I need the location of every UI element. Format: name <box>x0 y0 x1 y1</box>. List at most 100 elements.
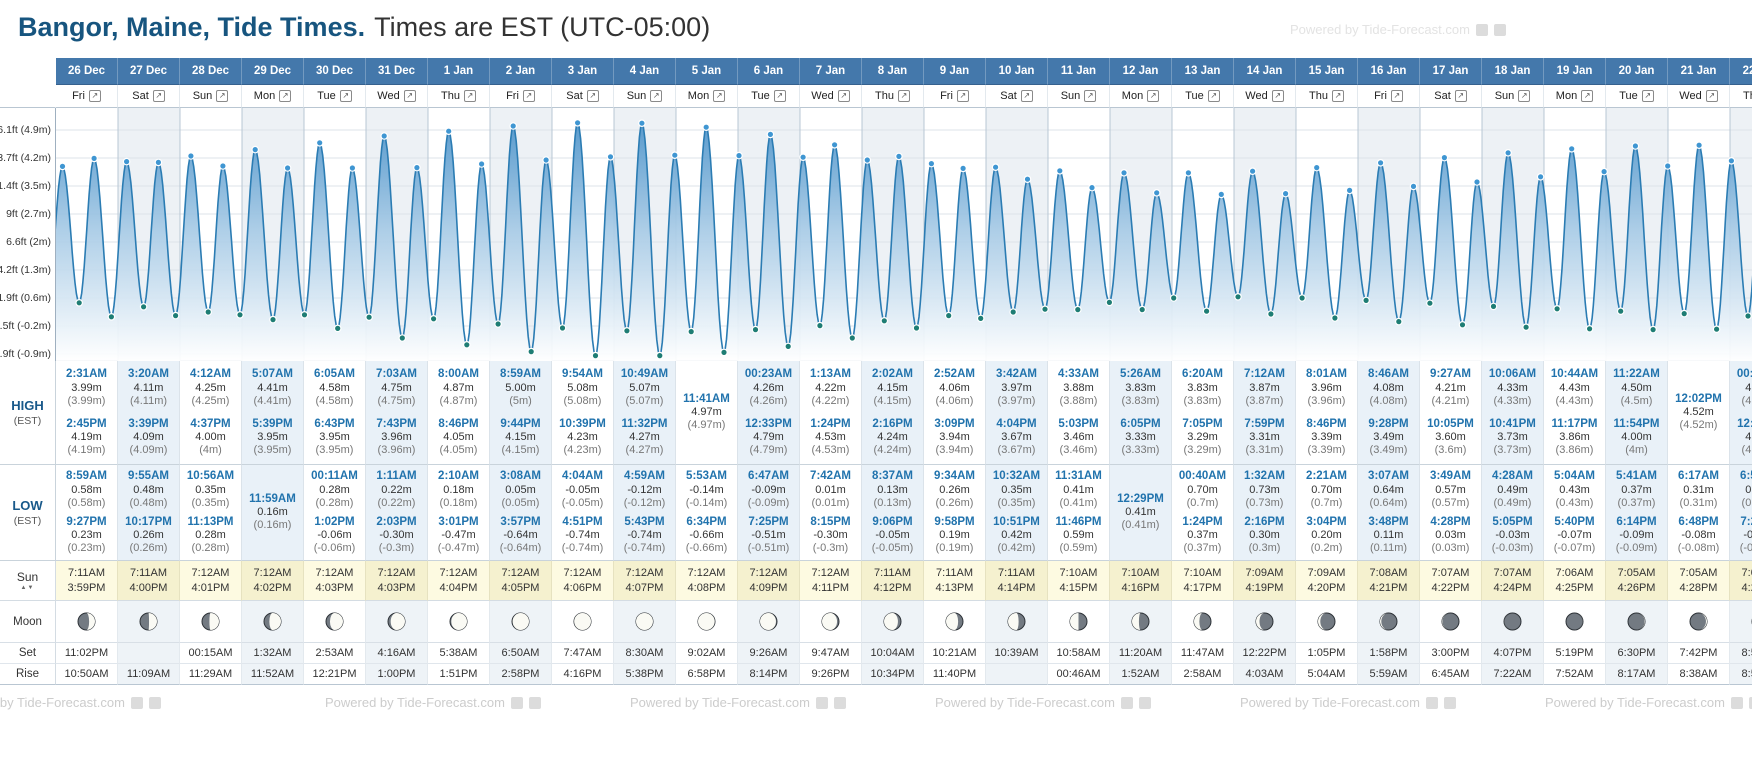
date-header[interactable]: 29 Dec <box>242 58 304 85</box>
expand-day-icon[interactable]: ↗ <box>1581 90 1594 102</box>
day-expand-cell[interactable]: Wed ↗ <box>366 85 428 108</box>
day-expand-cell[interactable]: Sun ↗ <box>1482 85 1544 108</box>
expand-day-icon[interactable]: ↗ <box>88 90 101 102</box>
day-expand-cell[interactable]: Fri ↗ <box>924 85 986 108</box>
expand-day-icon[interactable]: ↗ <box>403 90 416 102</box>
expand-day-icon[interactable]: ↗ <box>837 90 850 102</box>
day-expand-cell[interactable]: Mon ↗ <box>1544 85 1606 108</box>
day-expand-cell[interactable]: Fri ↗ <box>1358 85 1420 108</box>
date-header[interactable]: 30 Dec <box>304 58 366 85</box>
date-header[interactable]: 5 Jan <box>676 58 738 85</box>
day-expand-cell[interactable]: Fri ↗ <box>490 85 552 108</box>
expand-day-icon[interactable]: ↗ <box>1390 90 1403 102</box>
high-tide-height-m: 5.08m <box>567 381 598 394</box>
date-header[interactable]: 19 Jan <box>1544 58 1606 85</box>
date-header[interactable]: 8 Jan <box>862 58 924 85</box>
expand-day-icon[interactable]: ↗ <box>650 90 663 102</box>
day-expand-cell[interactable]: Mon ↗ <box>676 85 738 108</box>
date-header[interactable]: 16 Jan <box>1358 58 1420 85</box>
date-header[interactable]: 31 Dec <box>366 58 428 85</box>
low-tide-entry: 9:34AM 0.26m (0.26m) <box>924 470 985 510</box>
day-expand-cell[interactable]: Sun ↗ <box>1048 85 1110 108</box>
expand-day-icon[interactable]: ↗ <box>1518 90 1531 102</box>
moonset-time-cell: 6:30PM <box>1606 643 1668 664</box>
expand-day-icon[interactable]: ↗ <box>152 90 165 102</box>
date-header[interactable]: 2 Jan <box>490 58 552 85</box>
day-expand-cell[interactable]: Mon ↗ <box>242 85 304 108</box>
date-header[interactable]: 4 Jan <box>614 58 676 85</box>
day-expand-cell[interactable]: Tue ↗ <box>304 85 366 108</box>
date-header[interactable]: 22 Jan <box>1730 58 1752 85</box>
date-header[interactable]: 13 Jan <box>1172 58 1234 85</box>
expand-day-icon[interactable]: ↗ <box>1271 90 1284 102</box>
date-header[interactable]: 14 Jan <box>1234 58 1296 85</box>
expand-day-icon[interactable]: ↗ <box>1147 90 1160 102</box>
day-expand-cell[interactable]: Wed ↗ <box>1668 85 1730 108</box>
date-header[interactable]: 27 Dec <box>118 58 180 85</box>
day-expand-cell[interactable]: Sun ↗ <box>614 85 676 108</box>
date-header[interactable]: 28 Dec <box>180 58 242 85</box>
expand-day-icon[interactable]: ↗ <box>216 90 229 102</box>
day-expand-cell[interactable]: Thu↗ <box>1296 85 1358 108</box>
expand-day-icon[interactable]: ↗ <box>1454 90 1467 102</box>
day-expand-cell[interactable]: Sat ↗ <box>986 85 1048 108</box>
expand-day-icon[interactable]: ↗ <box>463 90 476 102</box>
low-tide-height-alt: (0.19m) <box>935 542 974 555</box>
high-tide-time: 00:23AM <box>744 368 793 380</box>
low-tide-height-alt: (0.26m) <box>935 496 974 509</box>
date-header[interactable]: 20 Jan <box>1606 58 1668 85</box>
expand-day-icon[interactable]: ↗ <box>713 90 726 102</box>
day-expand-cell[interactable]: Mon ↗ <box>1110 85 1172 108</box>
expand-day-icon[interactable]: ↗ <box>1020 90 1033 102</box>
expand-day-icon[interactable]: ↗ <box>1331 90 1344 102</box>
expand-day-icon[interactable]: ↗ <box>586 90 599 102</box>
day-expand-cell[interactable]: Tue ↗ <box>1606 85 1668 108</box>
high-tide-height-m: 3.33m <box>1125 431 1156 444</box>
high-tide-height-alt: (4.27m) <box>625 444 664 457</box>
date-header[interactable]: 21 Jan <box>1668 58 1730 85</box>
sun-times-cell: 7:12AM 4:09PM <box>738 561 800 601</box>
date-header[interactable]: 17 Jan <box>1420 58 1482 85</box>
day-expand-cell[interactable]: Sat ↗ <box>118 85 180 108</box>
day-expand-cell[interactable]: Wed ↗ <box>1234 85 1296 108</box>
high-tide-time: 12:02PM <box>1675 392 1722 405</box>
high-tide-entry: 11:32PM 4.27m (4.27m) <box>614 418 675 458</box>
high-tide-time: 11:17PM <box>1551 417 1598 430</box>
day-expand-cell[interactable]: Thu↗ <box>428 85 490 108</box>
day-expand-cell[interactable]: Tue ↗ <box>1172 85 1234 108</box>
moonrise-time-cell: 4:16PM <box>552 664 614 685</box>
expand-day-icon[interactable]: ↗ <box>956 90 969 102</box>
low-tide-entry: 7:42AM 0.01m (0.01m) <box>800 470 861 510</box>
day-expand-cell[interactable]: Fri ↗ <box>56 85 118 108</box>
date-header[interactable]: 26 Dec <box>56 58 118 85</box>
expand-day-icon[interactable]: ↗ <box>773 90 786 102</box>
day-expand-cell[interactable]: Sat ↗ <box>1420 85 1482 108</box>
expand-day-icon[interactable]: ↗ <box>897 90 910 102</box>
expand-day-icon[interactable]: ↗ <box>1207 90 1220 102</box>
expand-day-icon[interactable]: ↗ <box>1641 90 1654 102</box>
date-header[interactable]: 6 Jan <box>738 58 800 85</box>
expand-day-icon[interactable]: ↗ <box>279 90 292 102</box>
low-tide-height-m: 0.41m <box>1063 483 1094 496</box>
tide-chart-svg[interactable] <box>56 108 1752 361</box>
date-header[interactable]: 18 Jan <box>1482 58 1544 85</box>
date-header[interactable]: 10 Jan <box>986 58 1048 85</box>
day-expand-cell[interactable]: Sun ↗ <box>180 85 242 108</box>
day-expand-cell[interactable]: Thu↗ <box>1730 85 1752 108</box>
date-header[interactable]: 1 Jan <box>428 58 490 85</box>
date-header[interactable]: 7 Jan <box>800 58 862 85</box>
date-header[interactable]: 12 Jan <box>1110 58 1172 85</box>
date-header[interactable]: 11 Jan <box>1048 58 1110 85</box>
day-expand-cell[interactable]: Sat ↗ <box>552 85 614 108</box>
date-header[interactable]: 3 Jan <box>552 58 614 85</box>
tide-chart[interactable] <box>56 108 1752 361</box>
expand-day-icon[interactable]: ↗ <box>339 90 352 102</box>
date-header[interactable]: 9 Jan <box>924 58 986 85</box>
date-header[interactable]: 15 Jan <box>1296 58 1358 85</box>
expand-day-icon[interactable]: ↗ <box>1084 90 1097 102</box>
day-expand-cell[interactable]: Thu↗ <box>862 85 924 108</box>
expand-day-icon[interactable]: ↗ <box>522 90 535 102</box>
day-expand-cell[interactable]: Tue ↗ <box>738 85 800 108</box>
day-expand-cell[interactable]: Wed ↗ <box>800 85 862 108</box>
expand-day-icon[interactable]: ↗ <box>1705 90 1718 102</box>
